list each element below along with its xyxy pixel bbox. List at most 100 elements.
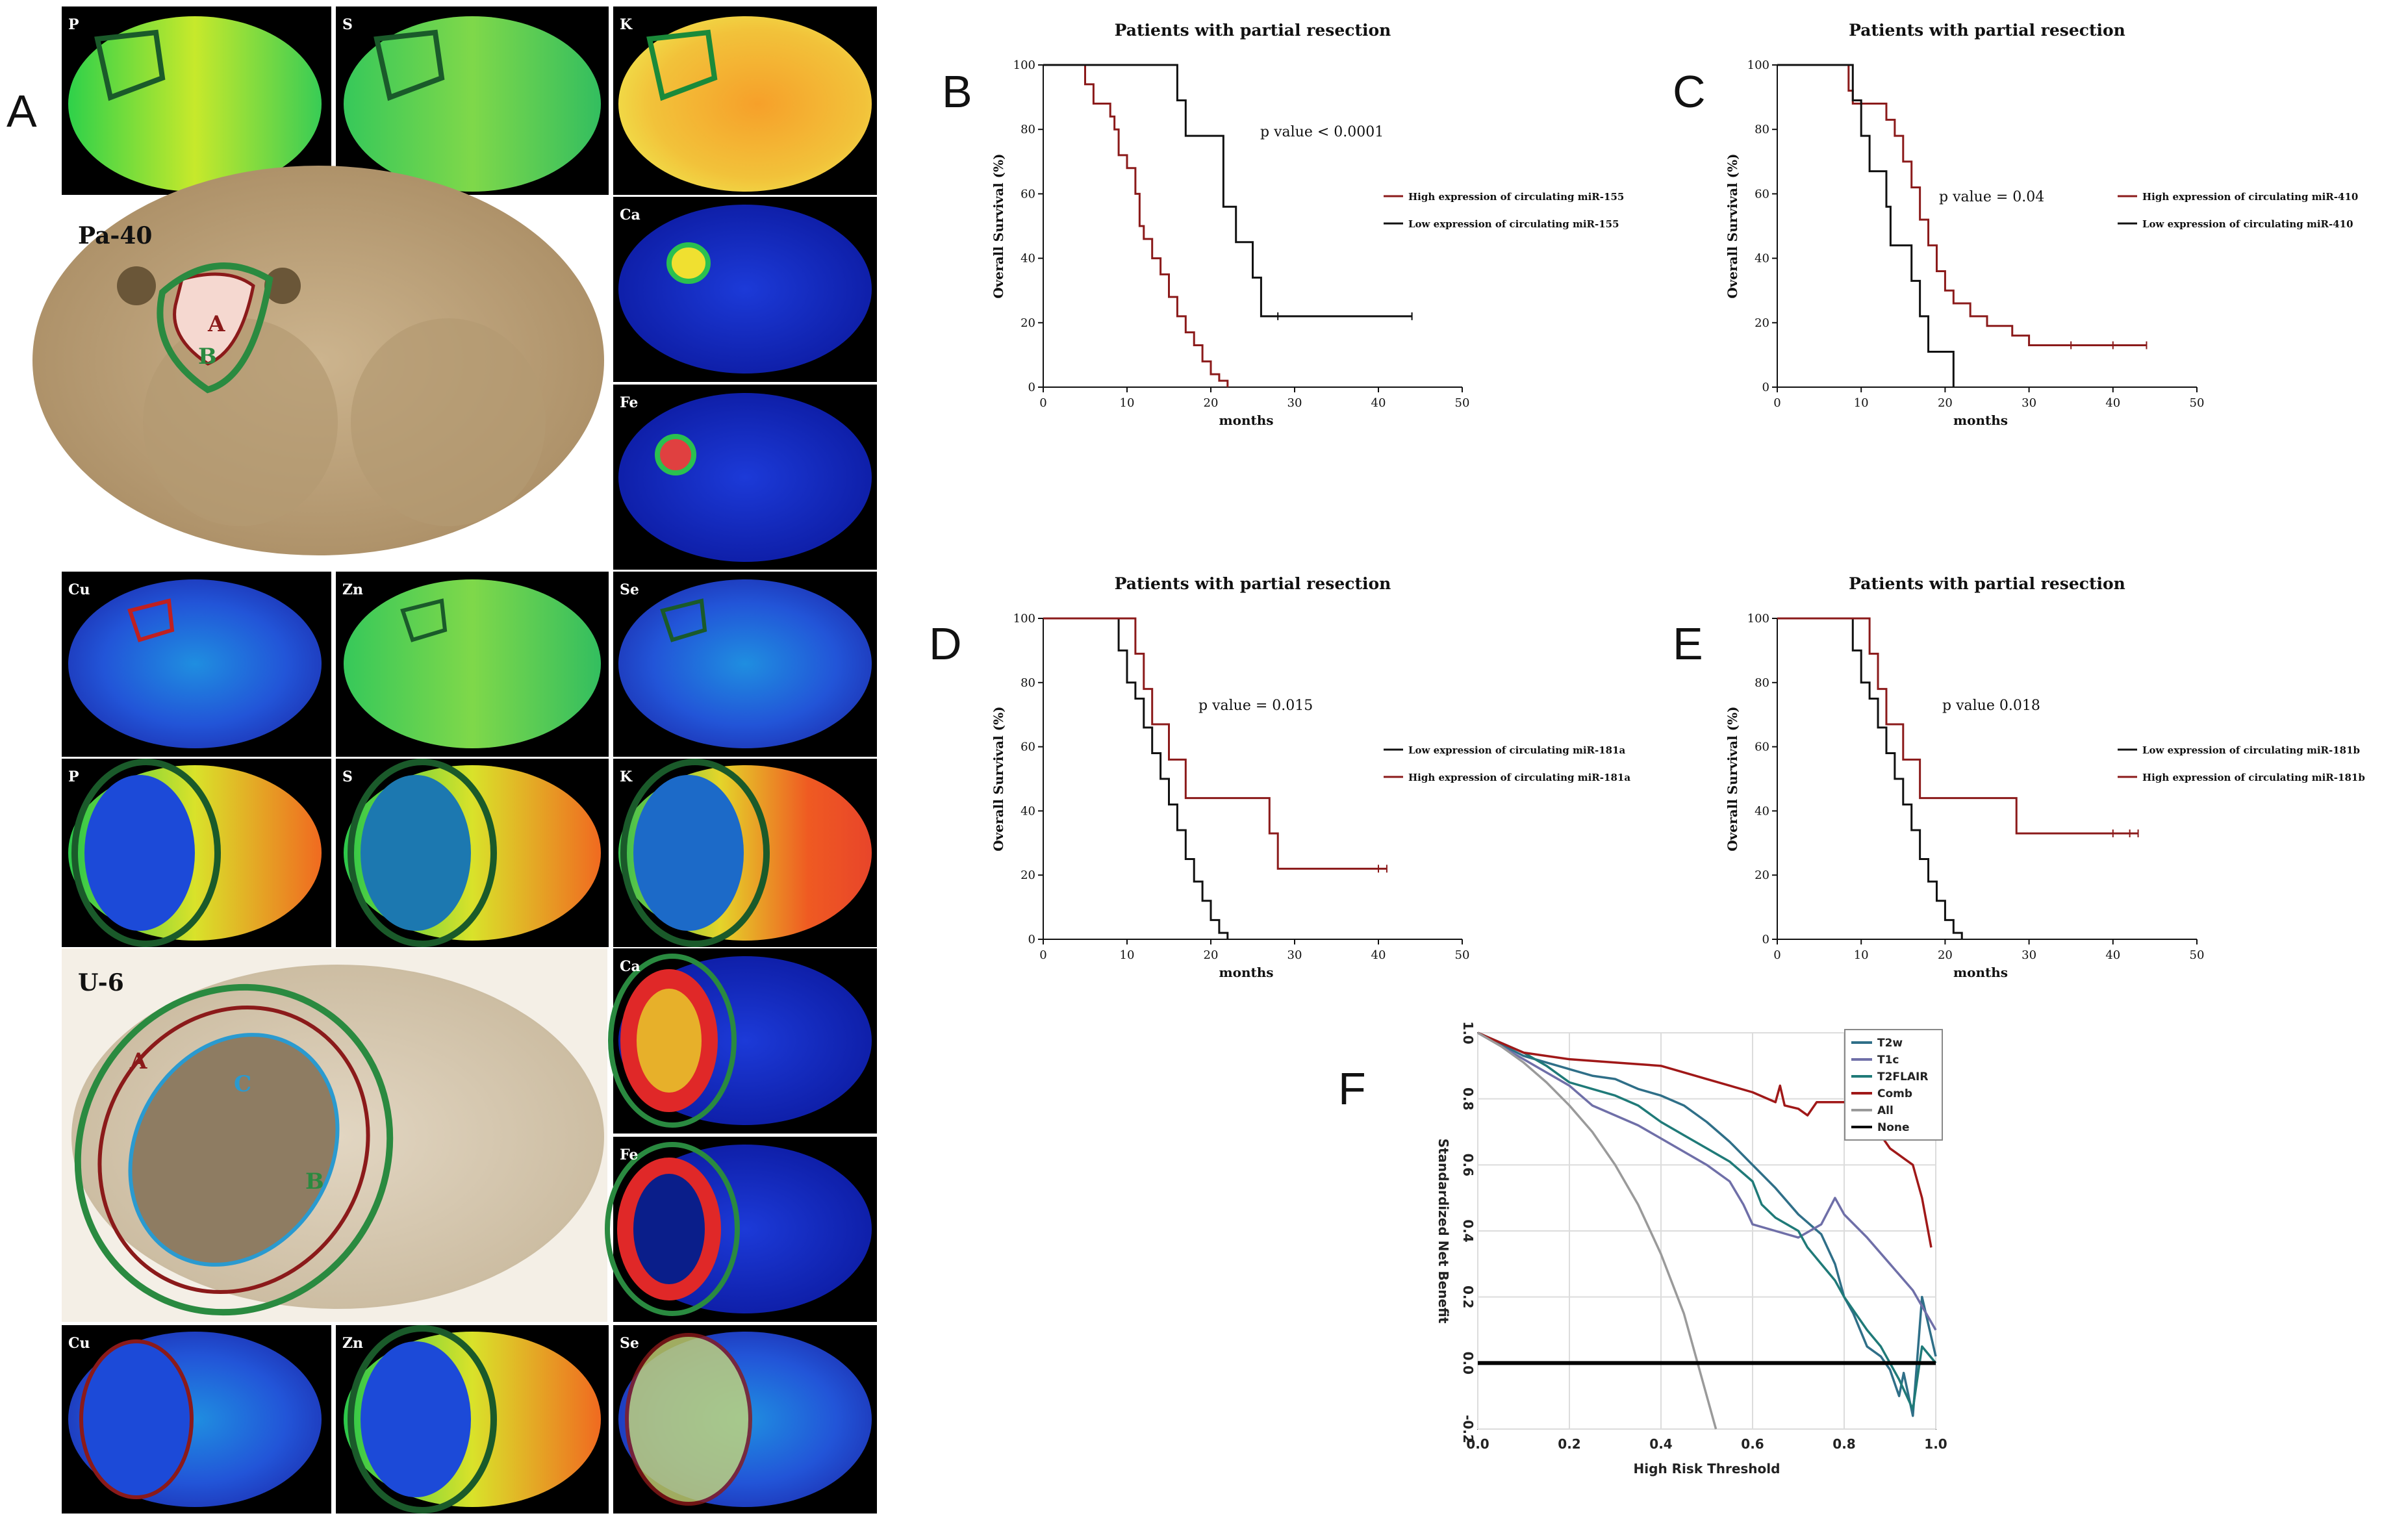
- legend-label: Low expression of circulating miR-410: [2142, 218, 2353, 230]
- y-axis-label: Overall Survival (%): [1725, 706, 1740, 851]
- tile-label: Ca: [620, 207, 640, 223]
- tile-fe-row5: Fe: [605, 1137, 877, 1322]
- chart-title: Patients with partial resection: [1115, 21, 1391, 40]
- y-axis-label: Standardized Net Benefit: [1436, 1139, 1451, 1324]
- chart-title: Patients with partial resection: [1849, 574, 2125, 593]
- panel-label-b: B: [942, 66, 972, 117]
- legend-label: High expression of circulating miR-181a: [1408, 772, 1630, 783]
- tile-label: Ca: [620, 958, 640, 975]
- slice-u6: A B C U-6: [62, 948, 607, 1322]
- legend-label: All: [1877, 1104, 1894, 1117]
- tile-label: Zn: [342, 581, 363, 598]
- x-tick-label: 50: [1455, 396, 1470, 410]
- tile-label: Zn: [342, 1335, 363, 1352]
- km-chart-e: Patients with partial resection 0 20 40 60 80…: [1725, 574, 2365, 980]
- region-label-b: B: [198, 344, 217, 370]
- y-tick-label: 40: [1755, 252, 1769, 266]
- y-tick-label: 100: [1013, 58, 1035, 72]
- x-tick-label: 0.2: [1558, 1436, 1580, 1452]
- km-series-second: [1043, 617, 1387, 870]
- x-tick-label: 0: [1773, 948, 1781, 962]
- tile-ca-row5: Ca: [608, 948, 877, 1134]
- y-tick-label: 0: [1762, 933, 1769, 946]
- tile-ca-row2: Ca: [613, 197, 877, 382]
- km-chart-b: Patients with partial resection 0 20 40 60 80…: [991, 21, 1624, 428]
- panel-label-a: A: [6, 86, 37, 136]
- legend-label: High expression of circulating miR-155: [1408, 191, 1624, 203]
- x-axis-label: months: [1219, 412, 1273, 428]
- x-tick-label: 1.0: [1924, 1436, 1947, 1452]
- dca-chart-f: 0.0 0.2 0.4 0.6 0.8 1.0-0.20.00.20.40.60.81.0…: [1436, 1021, 1947, 1476]
- x-tick-label: 20: [1938, 948, 1953, 962]
- tile-label: S: [342, 768, 353, 785]
- tile-p-row1: P: [62, 6, 331, 195]
- tile-k-row4: K: [613, 759, 877, 947]
- x-axis-label: months: [1219, 965, 1273, 980]
- y-tick-label: 40: [1020, 252, 1035, 266]
- x-tick-label: 10: [1854, 948, 1869, 962]
- dca-series-t2w: [1477, 1032, 1937, 1417]
- km-series-first: [1777, 64, 2147, 347]
- y-tick-label: 60: [1755, 187, 1769, 201]
- y-tick-label: 40: [1755, 804, 1769, 818]
- x-tick-label: 50: [2190, 948, 2205, 962]
- tile-se-row3: Se: [613, 572, 877, 757]
- legend-label: Comb: [1877, 1087, 1912, 1100]
- panel-label-c: C: [1673, 66, 1706, 117]
- tile-label: Se: [620, 581, 639, 598]
- x-tick-label: 40: [2105, 948, 2120, 962]
- dca-series-all: [1477, 1032, 1717, 1430]
- y-tick-label: 100: [1747, 58, 1769, 72]
- x-tick-label: 0: [1039, 396, 1046, 410]
- y-tick-label: 80: [1755, 123, 1769, 136]
- x-tick-label: 20: [1938, 396, 1953, 410]
- x-tick-label: 20: [1204, 396, 1219, 410]
- legend-label: T2w: [1877, 1037, 1903, 1050]
- slice-label-pa40: Pa-40: [78, 222, 152, 249]
- y-tick-label: 80: [1755, 676, 1769, 690]
- slice-pa40: A B Pa-40: [32, 166, 604, 555]
- region-label-a: A: [129, 1048, 147, 1074]
- x-tick-label: 50: [1455, 948, 1470, 962]
- tile-zn-row3: Zn: [336, 572, 609, 757]
- y-tick-label: 1.0: [1460, 1021, 1476, 1044]
- p-value-label: p value < 0.0001: [1260, 124, 1384, 140]
- tile-k-row1: K: [613, 6, 877, 195]
- y-tick-label: 0: [1762, 381, 1769, 394]
- x-tick-label: 50: [2190, 396, 2205, 410]
- panel-a-tiles: P S K A B Pa-40: [32, 6, 877, 1514]
- y-tick-label: 20: [1755, 868, 1769, 882]
- y-axis-label: Overall Survival (%): [991, 153, 1006, 298]
- y-tick-label: 0: [1028, 933, 1035, 946]
- y-tick-label: 60: [1755, 741, 1769, 754]
- chart-title: Patients with partial resection: [1849, 21, 2125, 40]
- dca-series-t1c: [1477, 1032, 1937, 1331]
- panel-label-d: D: [929, 618, 962, 669]
- legend-label: None: [1877, 1121, 1910, 1134]
- tile-zn-row6: Zn: [336, 1325, 609, 1514]
- x-tick-label: 0.4: [1649, 1436, 1672, 1452]
- x-tick-label: 10: [1854, 396, 1869, 410]
- tile-fe-row2: Fe: [613, 385, 877, 570]
- y-tick-label: 80: [1020, 123, 1035, 136]
- y-tick-label: 0.6: [1460, 1154, 1476, 1176]
- tile-label: K: [620, 768, 633, 785]
- legend-label: High expression of circulating miR-410: [2142, 191, 2358, 203]
- y-tick-label: -0.2: [1460, 1415, 1476, 1443]
- km-series-first: [1043, 64, 1229, 387]
- p-value-label: p value 0.018: [1942, 698, 2040, 714]
- tile-label: Se: [620, 1335, 639, 1352]
- x-tick-label: 10: [1120, 948, 1135, 962]
- legend-label: T2FLAIR: [1877, 1070, 1928, 1083]
- x-tick-label: 30: [1287, 396, 1302, 410]
- legend-label: High expression of circulating miR-181b: [2142, 772, 2365, 783]
- y-tick-label: 0.0: [1460, 1352, 1476, 1374]
- tile-label: P: [68, 768, 79, 785]
- legend-label: Low expression of circulating miR-155: [1408, 218, 1619, 230]
- x-tick-label: 0.0: [1466, 1436, 1489, 1452]
- y-tick-label: 0: [1028, 381, 1035, 394]
- dca-series-t2flair: [1477, 1032, 1937, 1411]
- x-tick-label: 0.8: [1832, 1436, 1855, 1452]
- chart-title: Patients with partial resection: [1115, 574, 1391, 593]
- x-tick-label: 40: [2105, 396, 2120, 410]
